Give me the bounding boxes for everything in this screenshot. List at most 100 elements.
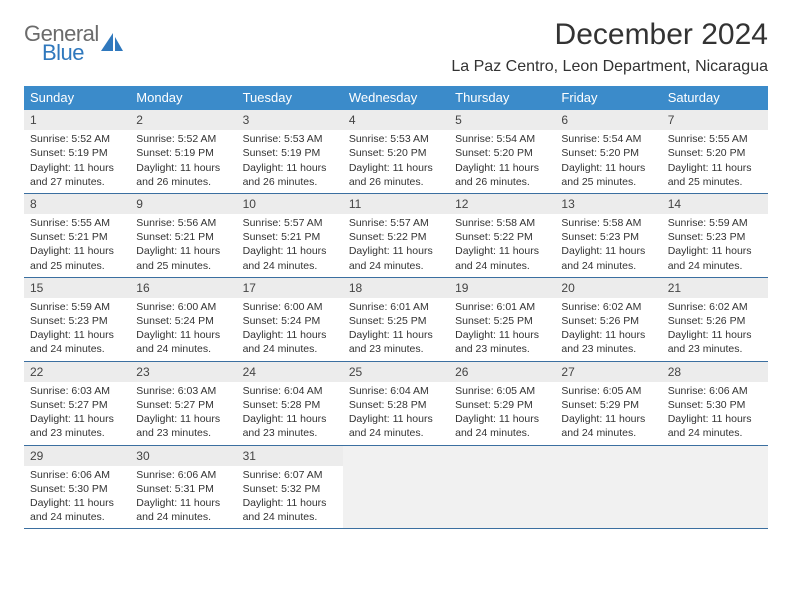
weekday-row: Sunday Monday Tuesday Wednesday Thursday… bbox=[24, 86, 768, 110]
daylight-line: Daylight: 11 hours and 24 minutes. bbox=[136, 328, 230, 356]
daynum-wrap: 28 bbox=[662, 362, 768, 382]
day-number: 9 bbox=[136, 196, 230, 212]
day-body: Sunrise: 5:55 AMSunset: 5:21 PMDaylight:… bbox=[24, 214, 130, 277]
sunrise-line: Sunrise: 6:06 AM bbox=[136, 468, 230, 482]
daynum-wrap: 11 bbox=[343, 194, 449, 214]
daynum-wrap: 2 bbox=[130, 110, 236, 130]
daylight-line: Daylight: 11 hours and 24 minutes. bbox=[455, 244, 549, 272]
day-body: Sunrise: 5:53 AMSunset: 5:20 PMDaylight:… bbox=[343, 130, 449, 193]
weekday-sat: Saturday bbox=[662, 86, 768, 110]
daylight-line: Daylight: 11 hours and 23 minutes. bbox=[668, 328, 762, 356]
daynum-wrap: 1 bbox=[24, 110, 130, 130]
daynum-wrap: 21 bbox=[662, 278, 768, 298]
sunset-line: Sunset: 5:29 PM bbox=[455, 398, 549, 412]
day-number: 28 bbox=[668, 364, 762, 380]
day-body: Sunrise: 5:52 AMSunset: 5:19 PMDaylight:… bbox=[130, 130, 236, 193]
month-title: December 2024 bbox=[451, 18, 768, 52]
daylight-line: Daylight: 11 hours and 24 minutes. bbox=[349, 244, 443, 272]
sunset-line: Sunset: 5:21 PM bbox=[136, 230, 230, 244]
daylight-line: Daylight: 11 hours and 26 minutes. bbox=[349, 161, 443, 189]
sunset-line: Sunset: 5:31 PM bbox=[136, 482, 230, 496]
day-body: Sunrise: 6:04 AMSunset: 5:28 PMDaylight:… bbox=[237, 382, 343, 445]
calendar-page: General Blue December 2024 La Paz Centro… bbox=[0, 0, 792, 529]
daynum-wrap: 14 bbox=[662, 194, 768, 214]
daylight-line: Daylight: 11 hours and 26 minutes. bbox=[455, 161, 549, 189]
day-cell: 4Sunrise: 5:53 AMSunset: 5:20 PMDaylight… bbox=[343, 110, 449, 193]
sunset-line: Sunset: 5:20 PM bbox=[455, 146, 549, 160]
daylight-line: Daylight: 11 hours and 24 minutes. bbox=[668, 244, 762, 272]
sunset-line: Sunset: 5:29 PM bbox=[561, 398, 655, 412]
day-body: Sunrise: 6:06 AMSunset: 5:30 PMDaylight:… bbox=[662, 382, 768, 445]
day-cell: 24Sunrise: 6:04 AMSunset: 5:28 PMDayligh… bbox=[237, 362, 343, 445]
day-body: Sunrise: 6:02 AMSunset: 5:26 PMDaylight:… bbox=[555, 298, 661, 361]
day-body: Sunrise: 6:03 AMSunset: 5:27 PMDaylight:… bbox=[24, 382, 130, 445]
day-number: 5 bbox=[455, 112, 549, 128]
sunrise-line: Sunrise: 6:03 AM bbox=[30, 384, 124, 398]
sunset-line: Sunset: 5:23 PM bbox=[30, 314, 124, 328]
sunrise-line: Sunrise: 5:52 AM bbox=[30, 132, 124, 146]
weekday-sun: Sunday bbox=[24, 86, 130, 110]
daynum-wrap: 30 bbox=[130, 446, 236, 466]
sunrise-line: Sunrise: 6:06 AM bbox=[668, 384, 762, 398]
sunset-line: Sunset: 5:26 PM bbox=[668, 314, 762, 328]
day-cell: 15Sunrise: 5:59 AMSunset: 5:23 PMDayligh… bbox=[24, 278, 130, 361]
day-number: 3 bbox=[243, 112, 337, 128]
day-cell: 18Sunrise: 6:01 AMSunset: 5:25 PMDayligh… bbox=[343, 278, 449, 361]
day-cell: 2 Sunrise: 5:52 AMSunset: 5:19 PMDaylight… bbox=[130, 110, 236, 193]
sunset-line: Sunset: 5:19 PM bbox=[136, 146, 230, 160]
day-cell: 20Sunrise: 6:02 AMSunset: 5:26 PMDayligh… bbox=[555, 278, 661, 361]
day-body: Sunrise: 6:01 AMSunset: 5:25 PMDaylight:… bbox=[449, 298, 555, 361]
day-number: 2 bbox=[136, 112, 230, 128]
day-body: Sunrise: 6:05 AMSunset: 5:29 PMDaylight:… bbox=[449, 382, 555, 445]
sunset-line: Sunset: 5:25 PM bbox=[349, 314, 443, 328]
daylight-line: Daylight: 11 hours and 25 minutes. bbox=[30, 244, 124, 272]
sunset-line: Sunset: 5:23 PM bbox=[561, 230, 655, 244]
day-cell: 28 Sunrise: 6:06 AMSunset: 5:30 PMDayligh… bbox=[662, 362, 768, 445]
day-cell: 12Sunrise: 5:58 AMSunset: 5:22 PMDayligh… bbox=[449, 194, 555, 277]
sunset-line: Sunset: 5:27 PM bbox=[136, 398, 230, 412]
day-cell-empty bbox=[662, 446, 768, 529]
sunset-line: Sunset: 5:30 PM bbox=[668, 398, 762, 412]
daynum-wrap: 16 bbox=[130, 278, 236, 298]
day-number: 13 bbox=[561, 196, 655, 212]
sunset-line: Sunset: 5:24 PM bbox=[136, 314, 230, 328]
daylight-line: Daylight: 11 hours and 26 minutes. bbox=[136, 161, 230, 189]
day-number: 16 bbox=[136, 280, 230, 296]
day-body: Sunrise: 5:53 AMSunset: 5:19 PMDaylight:… bbox=[237, 130, 343, 193]
sunrise-line: Sunrise: 6:00 AM bbox=[136, 300, 230, 314]
daynum-wrap: 20 bbox=[555, 278, 661, 298]
sunrise-line: Sunrise: 5:55 AM bbox=[30, 216, 124, 230]
daynum-wrap: 4 bbox=[343, 110, 449, 130]
day-cell: 27Sunrise: 6:05 AMSunset: 5:29 PMDayligh… bbox=[555, 362, 661, 445]
day-cell: 26 Sunrise: 6:05 AMSunset: 5:29 PMDayligh… bbox=[449, 362, 555, 445]
daynum-wrap: 22 bbox=[24, 362, 130, 382]
day-cell: 7Sunrise: 5:55 AMSunset: 5:20 PMDaylight… bbox=[662, 110, 768, 193]
day-body: Sunrise: 5:59 AMSunset: 5:23 PMDaylight:… bbox=[24, 298, 130, 361]
day-number: 8 bbox=[30, 196, 124, 212]
daynum-wrap: 27 bbox=[555, 362, 661, 382]
sunrise-line: Sunrise: 5:54 AM bbox=[561, 132, 655, 146]
daylight-line: Daylight: 11 hours and 24 minutes. bbox=[455, 412, 549, 440]
daylight-line: Daylight: 11 hours and 24 minutes. bbox=[243, 328, 337, 356]
daylight-line: Daylight: 11 hours and 23 minutes. bbox=[349, 328, 443, 356]
day-body: Sunrise: 6:03 AMSunset: 5:27 PMDaylight:… bbox=[130, 382, 236, 445]
day-number: 29 bbox=[30, 448, 124, 464]
day-number: 10 bbox=[243, 196, 337, 212]
day-number: 26 bbox=[455, 364, 549, 380]
weekday-fri: Friday bbox=[555, 86, 661, 110]
sunset-line: Sunset: 5:27 PM bbox=[30, 398, 124, 412]
day-body: Sunrise: 5:58 AMSunset: 5:23 PMDaylight:… bbox=[555, 214, 661, 277]
day-number: 25 bbox=[349, 364, 443, 380]
sunrise-line: Sunrise: 6:05 AM bbox=[455, 384, 549, 398]
sunset-line: Sunset: 5:20 PM bbox=[668, 146, 762, 160]
daylight-line: Daylight: 11 hours and 23 minutes. bbox=[243, 412, 337, 440]
title-block: December 2024 La Paz Centro, Leon Depart… bbox=[451, 18, 768, 76]
sunset-line: Sunset: 5:28 PM bbox=[349, 398, 443, 412]
sunrise-line: Sunrise: 6:02 AM bbox=[561, 300, 655, 314]
daylight-line: Daylight: 11 hours and 24 minutes. bbox=[30, 496, 124, 524]
daynum-wrap: 5 bbox=[449, 110, 555, 130]
calendar: Sunday Monday Tuesday Wednesday Thursday… bbox=[24, 86, 768, 529]
day-cell: 14Sunrise: 5:59 AMSunset: 5:23 PMDayligh… bbox=[662, 194, 768, 277]
sunrise-line: Sunrise: 5:59 AM bbox=[30, 300, 124, 314]
sunset-line: Sunset: 5:22 PM bbox=[455, 230, 549, 244]
